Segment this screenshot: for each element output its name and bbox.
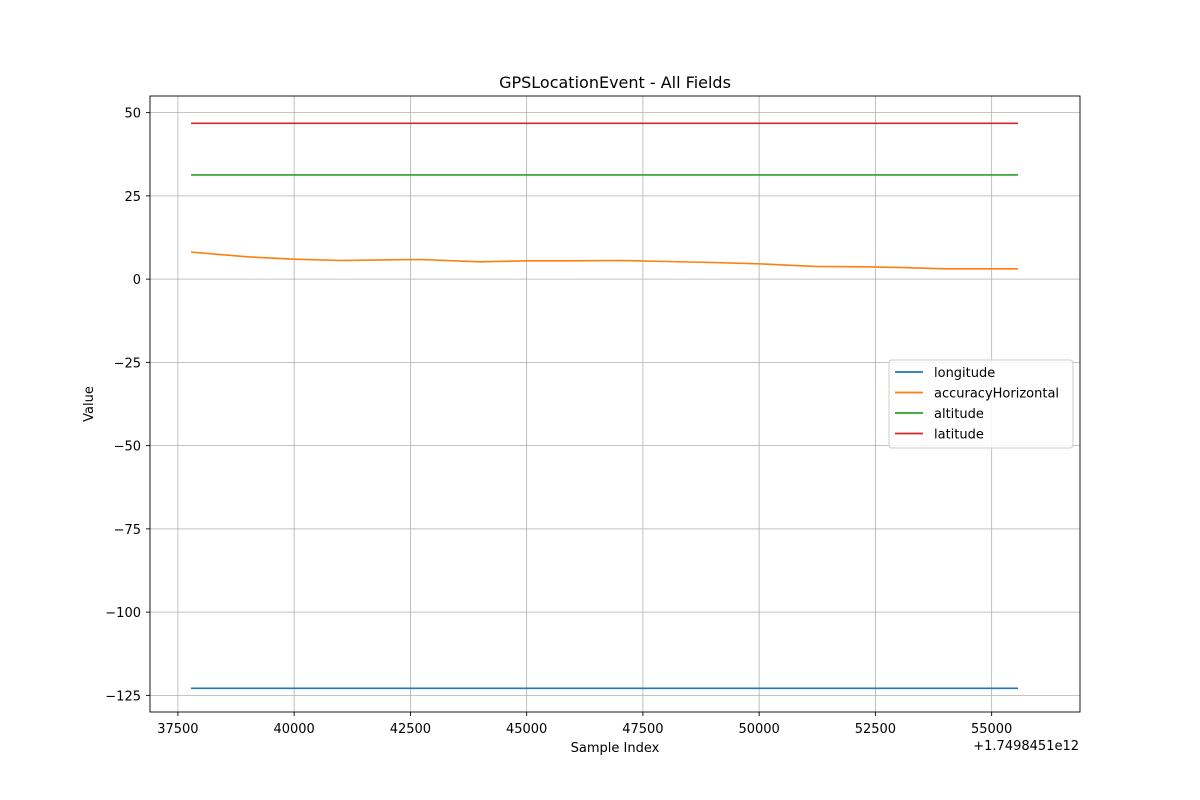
legend-label-accuracyHorizontal: accuracyHorizontal	[934, 387, 1059, 402]
y-tick-label: −75	[114, 523, 141, 538]
series-line-accuracyHorizontal	[190, 251, 1019, 270]
y-tick-label: 0	[133, 273, 141, 288]
plot-area: 37500 40000 42500 45000 47500 50000 52500 55000…	[105, 95, 1081, 737]
x-tick-label: 37500	[157, 722, 198, 737]
x-tick-label: 50000	[738, 722, 779, 737]
x-tick-label: 52500	[855, 722, 896, 737]
legend-label-altitude: altitude	[934, 407, 984, 422]
y-tick-label: 50	[124, 107, 141, 122]
legend-box	[888, 359, 1074, 449]
x-tick-label: 47500	[622, 722, 663, 737]
x-tick-label: 42500	[390, 722, 431, 737]
y-tick-label: −125	[105, 689, 141, 704]
x-axis-offset-label: +1.7498451e12	[973, 739, 1079, 754]
x-tick-label: 45000	[506, 722, 547, 737]
legend: longitude accuracyHorizontal altitude latit…	[888, 359, 1074, 449]
x-tick-label: 40000	[273, 722, 314, 737]
chart-title: GPSLocationEvent - All Fields	[499, 73, 731, 92]
y-axis-title: Value	[82, 386, 97, 422]
y-tick-label: −100	[105, 606, 141, 621]
legend-label-longitude: longitude	[934, 366, 995, 381]
y-tick-label: −25	[114, 356, 141, 371]
x-tick-label: 55000	[971, 722, 1012, 737]
axes-frame	[149, 95, 1081, 713]
x-axis-title: Sample Index	[571, 741, 660, 756]
y-tick-label: 25	[124, 190, 141, 205]
legend-label-latitude: latitude	[934, 428, 984, 443]
y-tick-label: −50	[114, 440, 141, 455]
